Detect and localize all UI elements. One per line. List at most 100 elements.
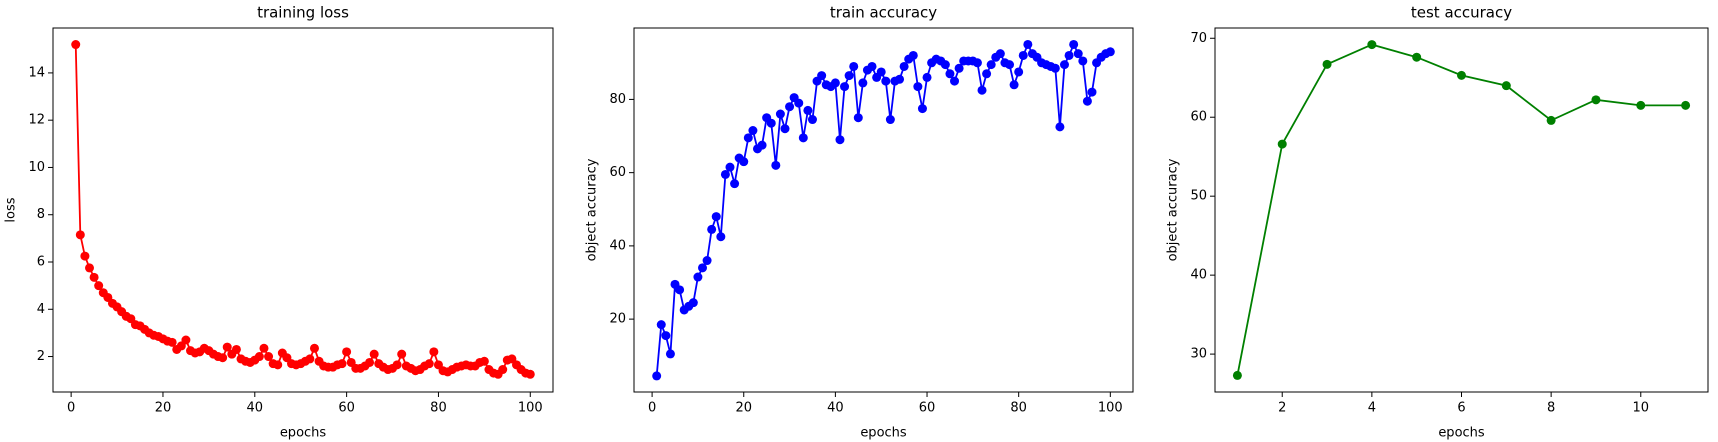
- data-point: [899, 61, 909, 71]
- data-point: [1055, 122, 1065, 132]
- data-point: [817, 71, 827, 81]
- data-point: [885, 115, 895, 125]
- data-point: [913, 82, 923, 92]
- x-tick-label: 8: [1547, 401, 1555, 416]
- data-point: [711, 212, 721, 222]
- x-tick-label: 80: [1010, 401, 1027, 416]
- data-point: [803, 105, 813, 115]
- x-tick-label: 80: [430, 401, 447, 416]
- data-point: [720, 169, 730, 179]
- data-point: [1073, 49, 1083, 59]
- data-point: [222, 342, 232, 352]
- data-point: [1367, 40, 1377, 50]
- data-point: [309, 343, 319, 353]
- y-tick-label: 14: [28, 65, 45, 80]
- data-point: [429, 347, 439, 357]
- data-point: [730, 179, 740, 189]
- x-tick-label: 4: [1368, 401, 1376, 416]
- data-point: [748, 126, 758, 136]
- data-point: [1412, 52, 1422, 62]
- data-point: [652, 371, 662, 381]
- plot-frame: [1214, 27, 1709, 393]
- data-point: [273, 360, 283, 370]
- data-point: [986, 60, 996, 70]
- data-point: [977, 85, 987, 95]
- data-point: [1014, 67, 1024, 77]
- data-point: [835, 135, 845, 145]
- data-point: [739, 157, 749, 167]
- panel: training loss epochs loss 0 20 40 60 80 100 2 4 6 8 1…: [4, 4, 554, 441]
- data-point: [716, 232, 726, 242]
- data-point: [665, 349, 675, 359]
- x-tick-label: 6: [1457, 401, 1465, 416]
- data-point: [840, 82, 850, 92]
- data-point: [895, 74, 905, 84]
- chart-title: train accuracy: [830, 4, 937, 22]
- data-point: [397, 349, 407, 359]
- data-point: [1005, 60, 1015, 70]
- data-point: [945, 69, 955, 79]
- data-point: [181, 335, 191, 345]
- data-point: [424, 359, 434, 369]
- data-point: [1232, 370, 1242, 380]
- data-point: [785, 102, 795, 112]
- data-point: [80, 251, 90, 261]
- data-point: [972, 58, 982, 68]
- data-point: [1636, 100, 1646, 110]
- x-tick-label: 20: [155, 401, 172, 416]
- y-axis-label: loss: [4, 197, 19, 222]
- data-point: [794, 98, 804, 108]
- data-point: [1082, 96, 1092, 106]
- data-point: [950, 76, 960, 86]
- data-point: [392, 360, 402, 370]
- data-point: [1064, 50, 1074, 60]
- data-point: [867, 61, 877, 71]
- data-point: [75, 230, 85, 240]
- data-point: [766, 118, 776, 128]
- data-point: [1681, 100, 1691, 110]
- y-tick-label: 60: [1190, 110, 1207, 125]
- y-tick-label: 40: [609, 238, 626, 253]
- data-point: [1591, 95, 1601, 105]
- y-tick-label: 10: [28, 160, 45, 175]
- x-tick-label: 20: [735, 401, 752, 416]
- data-point: [498, 365, 508, 375]
- y-axis-label: object accuracy: [1166, 158, 1181, 261]
- data-point: [661, 331, 671, 341]
- data-point: [798, 133, 808, 143]
- data-point: [830, 78, 840, 88]
- data-line: [1236, 43, 1686, 376]
- data-point: [1546, 115, 1556, 125]
- data-point: [71, 40, 81, 50]
- data-point: [167, 337, 177, 347]
- data-point: [479, 356, 489, 366]
- data-point: [254, 352, 264, 362]
- data-point: [1059, 60, 1069, 70]
- data-line: [655, 42, 1111, 376]
- data-point: [881, 76, 891, 86]
- data-point: [702, 256, 712, 266]
- data-point: [876, 67, 886, 77]
- data-point: [707, 224, 717, 234]
- data-point: [365, 357, 375, 367]
- data-point: [982, 69, 992, 79]
- y-tick-label: 50: [1190, 189, 1207, 204]
- data-point: [1277, 139, 1287, 149]
- data-point: [908, 50, 918, 60]
- x-tick-label: 100: [518, 401, 543, 416]
- data-point: [1018, 50, 1028, 60]
- data-point: [89, 272, 99, 282]
- data-point: [743, 133, 753, 143]
- data-point: [995, 49, 1005, 59]
- data-point: [85, 263, 95, 273]
- data-point: [725, 162, 735, 172]
- data-point: [1087, 87, 1097, 97]
- x-tick-label: 60: [919, 401, 936, 416]
- data-point: [698, 263, 708, 273]
- panel: train accuracy epochs object accuracy 0 20 40…: [585, 4, 1134, 441]
- data-point: [922, 72, 932, 82]
- y-tick-label: 30: [1190, 347, 1207, 362]
- data-point: [693, 272, 703, 282]
- data-point: [688, 298, 698, 308]
